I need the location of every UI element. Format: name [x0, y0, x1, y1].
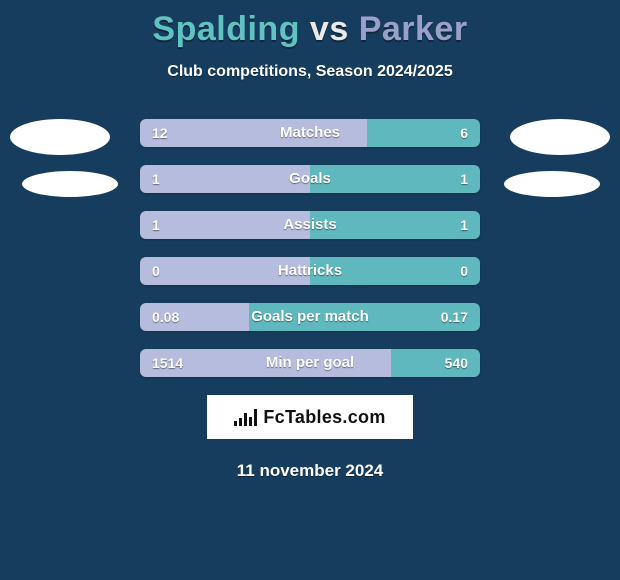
brand-bar-icon — [254, 409, 257, 426]
stat-row: 11Goals — [140, 165, 480, 193]
stat-bar-left — [140, 211, 310, 239]
brand-bars-icon — [234, 408, 257, 426]
stat-row: 126Matches — [140, 119, 480, 147]
comparison-title: Spalding vs Parker — [0, 0, 620, 49]
stat-bar-right — [249, 303, 480, 331]
stat-row: 00Hattricks — [140, 257, 480, 285]
subtitle: Club competitions, Season 2024/2025 — [0, 63, 620, 81]
stat-row: 0.080.17Goals per match — [140, 303, 480, 331]
brand-bar-icon — [249, 417, 252, 426]
player1-photo-shadow — [22, 171, 118, 197]
player1-name: Spalding — [152, 10, 300, 48]
stat-row: 1514540Min per goal — [140, 349, 480, 377]
stat-bar-left — [140, 165, 310, 193]
comparison-stage: 126Matches 11Goals 11Assists 00Hattricks 0.0… — [0, 119, 620, 377]
stat-rows: 126Matches 11Goals 11Assists 00Hattricks 0.0… — [140, 119, 480, 377]
brand-badge: FcTables.com — [207, 395, 413, 439]
brand-bar-icon — [234, 421, 237, 426]
stat-bar-right — [310, 211, 480, 239]
brand-text: FcTables.com — [263, 407, 385, 428]
player2-name: Parker — [359, 10, 468, 48]
stat-bar-left — [140, 349, 391, 377]
stat-bar-right — [367, 119, 480, 147]
stat-bar-right — [310, 257, 480, 285]
vs-text: vs — [310, 10, 349, 48]
player2-photo-placeholder — [510, 119, 610, 155]
player1-photo-placeholder — [10, 119, 110, 155]
player2-photo-shadow — [504, 171, 600, 197]
brand-bar-icon — [244, 413, 247, 426]
stat-row: 11Assists — [140, 211, 480, 239]
stat-bar-right — [310, 165, 480, 193]
brand-bar-icon — [239, 418, 242, 426]
stat-bar-right — [391, 349, 480, 377]
stat-bar-left — [140, 303, 249, 331]
stat-bar-left — [140, 119, 367, 147]
stat-bar-left — [140, 257, 310, 285]
snapshot-date: 11 november 2024 — [0, 461, 620, 481]
